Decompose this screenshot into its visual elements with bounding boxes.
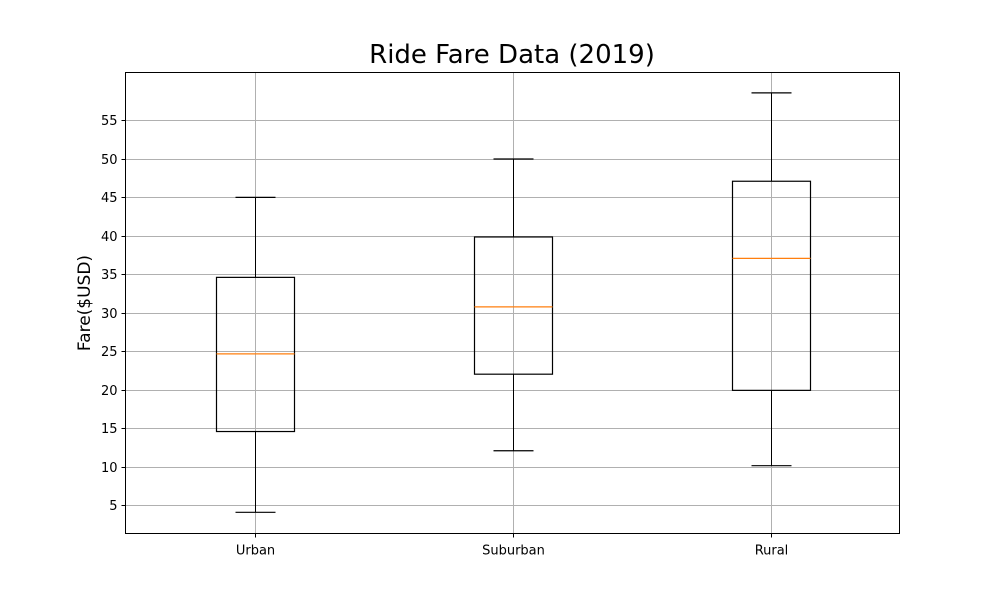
y-tick-label: 50 <box>101 153 118 168</box>
box-urban <box>215 196 296 513</box>
y-tick-label: 15 <box>101 422 118 437</box>
ticks: 5 10 15 20 25 30 35 40 45 50 55 Urban Suburban Rural <box>101 114 788 559</box>
x-tick-label: Rural <box>755 544 789 559</box>
iqr-box <box>731 180 812 391</box>
y-tick-label: 30 <box>101 307 118 322</box>
x-tick-label: Urban <box>236 544 275 559</box>
y-axis-label: Fare($USD) <box>75 255 95 351</box>
plot-frame <box>125 72 900 534</box>
iqr-box <box>473 236 554 375</box>
y-tick-label: 45 <box>101 191 118 206</box>
y-tick-label: 25 <box>101 345 118 360</box>
boxes <box>215 92 812 513</box>
box-suburban <box>473 158 554 452</box>
y-tick-label: 40 <box>101 230 118 245</box>
y-tick-label: 5 <box>109 499 117 514</box>
y-tick-label: 55 <box>101 114 118 129</box>
y-tick-label: 35 <box>101 268 118 283</box>
grid <box>125 72 900 534</box>
x-tick-label: Suburban <box>482 544 545 559</box>
chart-title: Ride Fare Data (2019) <box>369 40 655 70</box>
box-rural <box>731 92 812 467</box>
y-tick-label: 20 <box>101 384 118 399</box>
y-tick-label: 10 <box>101 461 118 476</box>
